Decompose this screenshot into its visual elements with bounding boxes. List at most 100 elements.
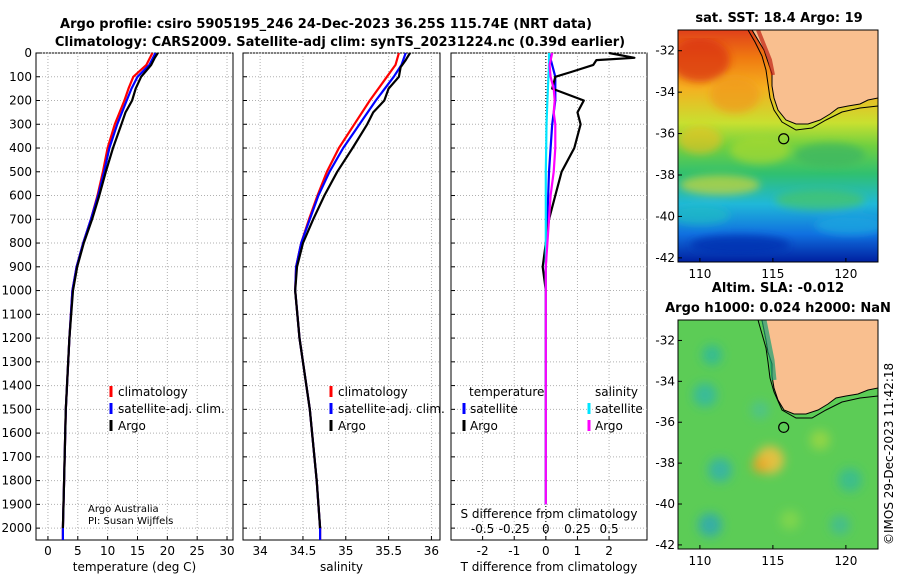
x-top-tick-label: -0.5	[471, 522, 494, 536]
map-x-tick-label: 120	[834, 267, 857, 281]
sst-map: sat. SST: 18.4 Argo: 19 110 115 120 -32 -34 -…	[655, 11, 879, 281]
sst-map-frame	[677, 29, 879, 263]
x-tick-label: 0	[44, 544, 52, 558]
x-tick-label: 36	[424, 544, 439, 558]
sst-map-title: sat. SST: 18.4 Argo: 19	[695, 11, 862, 26]
sla-isobath	[757, 320, 878, 419]
x-axis-label-top: S difference from climatology	[461, 507, 638, 521]
x-top-tick-label: 0.25	[564, 522, 591, 536]
map-y-tick-label: -38	[655, 456, 675, 470]
sla-argo-position-marker	[778, 421, 790, 433]
x-tick-label: 20	[160, 544, 175, 558]
sst-coastal-warm	[756, 30, 775, 76]
temperature-plot-area	[35, 52, 234, 541]
map-y-tick-label: -36	[655, 415, 675, 429]
map-y-tick-label: -34	[655, 85, 675, 99]
y-tick-label: 600	[9, 189, 32, 203]
sst-landmass	[751, 30, 878, 125]
x-tick-label: -2	[477, 544, 489, 558]
map-y-tick-label: -40	[655, 209, 675, 223]
x-top-tick-label: -0.25	[499, 522, 530, 536]
x-tick-label: 30	[219, 544, 234, 558]
y-tick-label: 2000	[1, 521, 32, 535]
sla-shelf-band	[761, 320, 777, 381]
legend-s-argo-label: Argo	[595, 419, 623, 433]
x-tick-label: 5	[74, 544, 82, 558]
legend-salinity-title: salinity	[595, 385, 638, 399]
map-y-tick-label: -42	[655, 251, 675, 265]
legend-satellite-label: satellite-adj. clim.	[118, 402, 225, 416]
map-y-tick-label: -38	[655, 168, 675, 182]
map-x-tick-label: 115	[761, 267, 784, 281]
credit-line1: Argo Australia	[88, 504, 159, 515]
sla-map-frame	[677, 319, 879, 550]
map-y-tick-label: -42	[655, 538, 675, 552]
x-top-tick-label: 0.5	[600, 522, 619, 536]
y-tick-label: 400	[9, 141, 32, 155]
x-axis-label: T difference from climatology	[460, 560, 638, 574]
y-tick-label: 1700	[1, 450, 32, 464]
x-tick-label: 1	[574, 544, 582, 558]
y-tick-label: 300	[9, 117, 32, 131]
legend-s-satellite-label: satellite	[595, 402, 643, 416]
y-tick-label: 700	[9, 212, 32, 226]
x-top-tick-label: 0	[542, 522, 550, 536]
y-tick-label: 500	[9, 165, 32, 179]
sla-texture	[693, 345, 862, 537]
difference-plot-area	[450, 52, 648, 541]
sla-map: Altim. SLA: -0.012 Argo h1000: 0.024 h20…	[655, 281, 890, 568]
salinity-panel: 34 34.5 35 35.5 36 salinity	[242, 52, 441, 574]
x-tick-label: 2	[605, 544, 613, 558]
map-x-tick-label: 115	[761, 554, 784, 568]
y-tick-label: 1000	[1, 284, 32, 298]
sla-map-title-line1: Altim. SLA: -0.012	[712, 281, 844, 296]
salinity-legend: climatology satellite-adj. clim. Argo	[329, 385, 445, 433]
legend-climatology-label: climatology	[118, 385, 188, 399]
salinity-plot-area	[242, 52, 441, 541]
temperature-panel: 0100200300400500600700800900100011001200…	[1, 46, 234, 574]
y-tick-label: 0	[24, 46, 32, 60]
y-tick-label: 200	[9, 94, 32, 108]
legend-t-argo-label: Argo	[470, 419, 498, 433]
sla-map-title-line2: Argo h1000: 0.024 h2000: NaN	[665, 301, 891, 316]
map-y-tick-label: -36	[655, 127, 675, 141]
y-tick-label: 1200	[1, 331, 32, 345]
x-tick-label: -1	[508, 544, 520, 558]
x-axis-label: temperature (deg C)	[73, 560, 196, 574]
map-y-tick-label: -34	[655, 374, 675, 388]
y-tick-label: 800	[9, 236, 32, 250]
x-tick-label: 34.5	[290, 544, 317, 558]
difference-legend: temperature satellite Argo salinity sate…	[462, 385, 643, 433]
y-tick-label: 1900	[1, 497, 32, 511]
legend-argo-label: Argo	[118, 419, 146, 433]
series-line-s-argo	[544, 52, 557, 505]
sst-isobath	[747, 30, 878, 131]
x-tick-label: 35	[338, 544, 353, 558]
x-tick-label: 15	[130, 544, 145, 558]
legend-temperature-title: temperature	[469, 385, 544, 399]
legend-satellite-label: satellite-adj. clim.	[338, 402, 445, 416]
y-tick-label: 900	[9, 260, 32, 274]
map-x-tick-label: 110	[688, 554, 711, 568]
x-tick-label: 0	[542, 544, 550, 558]
map-y-tick-label: -32	[655, 44, 675, 58]
figure-title-line1: Argo profile: csiro 5905195_246 24-Dec-2…	[60, 17, 592, 32]
x-tick-label: 25	[190, 544, 205, 558]
legend-t-satellite-label: satellite	[470, 402, 518, 416]
credit-line2: PI: Susan Wijffels	[88, 516, 173, 527]
sst-texture	[678, 38, 878, 255]
temperature-legend: climatology satellite-adj. clim. Argo	[109, 385, 225, 433]
map-x-tick-label: 110	[688, 267, 711, 281]
sst-map-axes: 110 115 120 -32 -34 -36 -38 -40 -42	[655, 44, 857, 281]
y-tick-label: 100	[9, 70, 32, 84]
y-tick-label: 1100	[1, 307, 32, 321]
x-axis-label: salinity	[320, 560, 363, 574]
timestamp: ©IMOS 29-Dec-2023 11:42:18	[882, 363, 896, 545]
legend-climatology-label: climatology	[338, 385, 408, 399]
y-tick-label: 1800	[1, 474, 32, 488]
sst-argo-position-marker	[778, 133, 790, 145]
map-y-tick-label: -32	[655, 333, 675, 347]
figure-title-line2: Climatology: CARS2009. Satellite-adj cli…	[55, 35, 625, 50]
x-tick-label: 10	[100, 544, 115, 558]
